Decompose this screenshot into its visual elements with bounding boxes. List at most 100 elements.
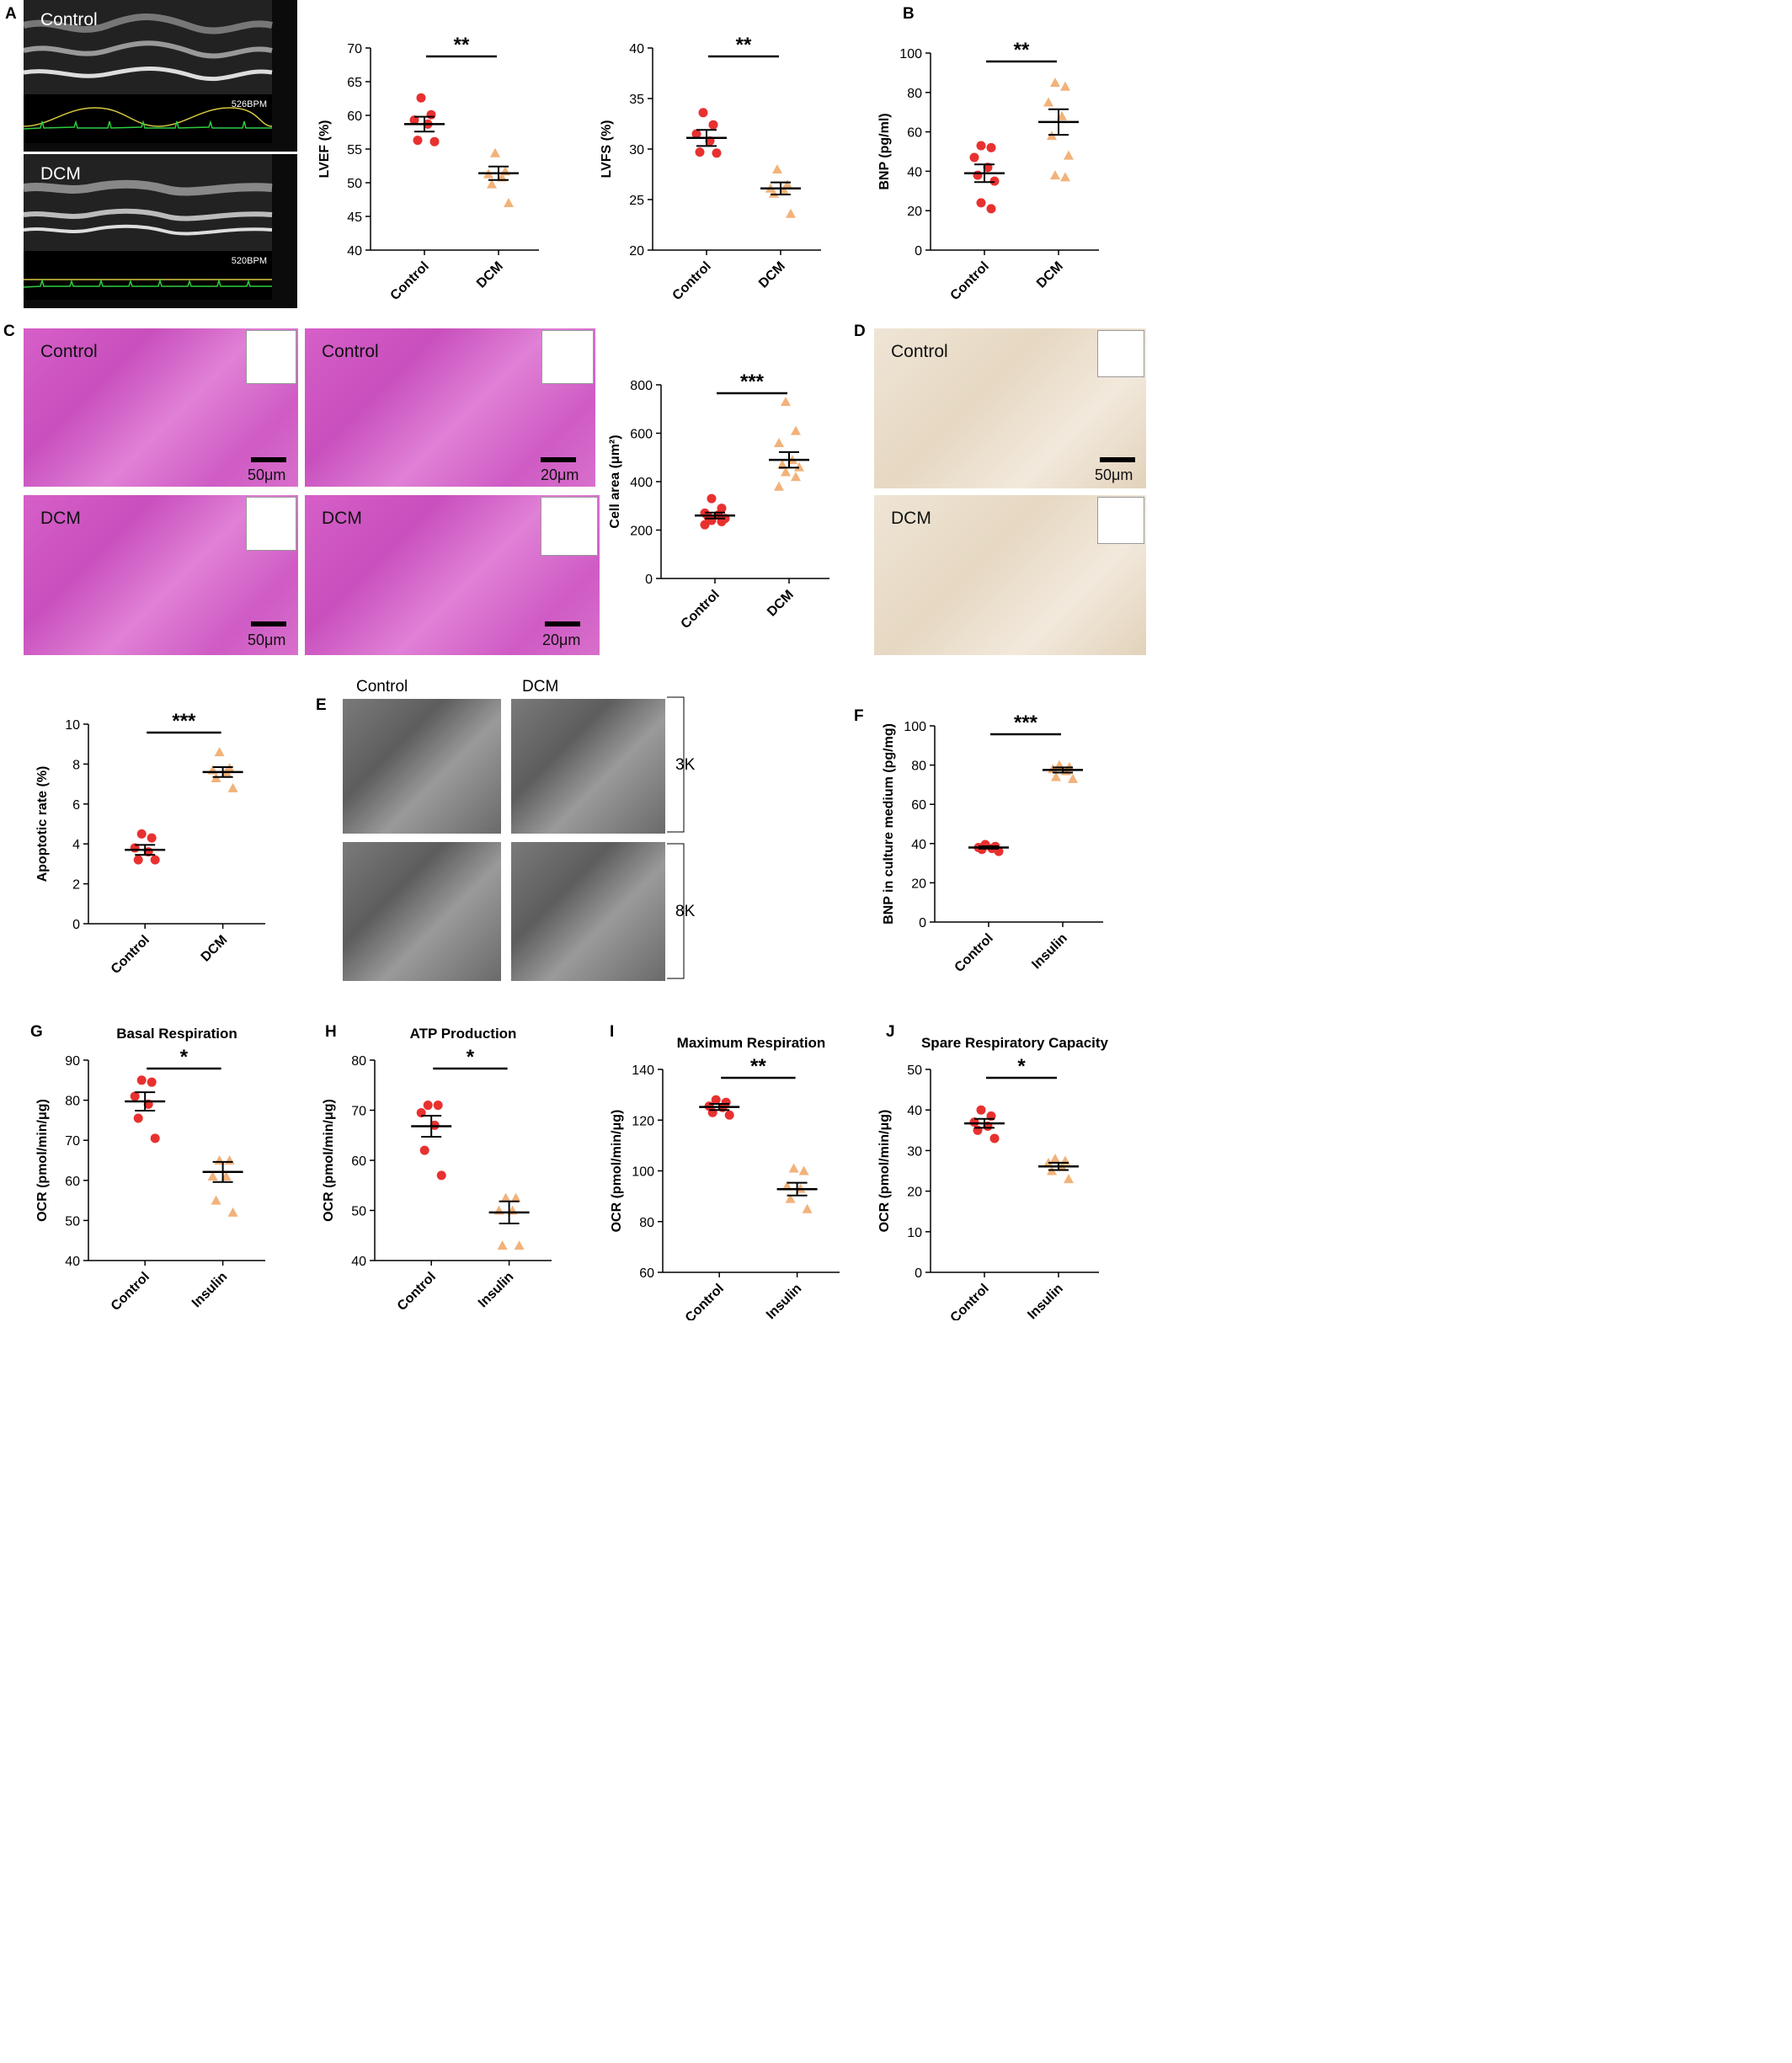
x-tick-label: Control xyxy=(395,1270,439,1314)
ihc-image-label: Control xyxy=(891,342,948,361)
echo-control-image: Control 526BPM xyxy=(24,0,297,152)
scale-bar xyxy=(251,457,286,462)
y-tick-label: 80 xyxy=(907,87,922,101)
chart-cell-area: 0 200 400 600 800 Cell area (μm²) Control DCM **… xyxy=(608,370,829,632)
x-tick-label: Insulin xyxy=(764,1282,804,1320)
y-tick-label: 70 xyxy=(65,1134,80,1149)
y-tick-label: 2 xyxy=(72,878,80,893)
significance-label: *** xyxy=(740,370,765,393)
x-tick-label: Control xyxy=(948,259,992,303)
data-point xyxy=(207,1171,218,1181)
tem-col-label-dcm: DCM xyxy=(522,678,559,696)
tem-row-label-3k: 3K xyxy=(675,756,696,774)
chart-maximum-respiration: Maximum Respiration 60 80 100 120 140 OCR (pmo… xyxy=(610,1035,840,1320)
data-point xyxy=(1064,150,1074,160)
tem-control-8k-image xyxy=(343,842,501,981)
y-axis-label: OCR (pmol/min/μg) xyxy=(35,1099,50,1222)
data-point xyxy=(490,147,500,157)
scale-bar xyxy=(251,621,286,626)
y-axis-label: OCR (pmol/min/μg) xyxy=(877,1110,892,1233)
y-tick-label: 120 xyxy=(632,1114,654,1128)
data-point xyxy=(1068,773,1078,783)
y-tick-label: 0 xyxy=(72,918,80,932)
data-point xyxy=(133,1113,143,1123)
he-image-label: DCM xyxy=(40,509,81,528)
y-tick-label: 100 xyxy=(632,1165,654,1180)
y-tick-label: 90 xyxy=(65,1054,80,1069)
chart-title: ATP Production xyxy=(410,1026,517,1042)
significance-label: ** xyxy=(736,34,752,56)
he-image-label: DCM xyxy=(322,509,362,528)
scale-bar xyxy=(545,621,580,626)
x-tick-label: Control xyxy=(109,1270,152,1314)
y-tick-label: 60 xyxy=(65,1175,80,1189)
y-axis-label: Apoptotic rate (%) xyxy=(35,766,50,882)
y-tick-label: 80 xyxy=(351,1054,366,1069)
y-tick-label: 0 xyxy=(915,1266,922,1281)
y-tick-label: 40 xyxy=(629,42,644,56)
y-tick-label: 20 xyxy=(907,205,922,219)
data-point xyxy=(774,481,784,491)
data-point xyxy=(514,1240,525,1250)
chart-bnp-culture: 0 20 40 60 80 100 BNP in culture medium (pg/mg… xyxy=(882,712,1103,975)
data-point xyxy=(147,833,157,843)
y-tick-label: 55 xyxy=(347,143,362,157)
chart-bnp: 0 20 40 60 80 100 BNP (pg/ml) Control DCM ** xyxy=(877,39,1099,303)
data-point xyxy=(436,1170,446,1181)
data-point xyxy=(791,425,801,435)
y-tick-label: 140 xyxy=(632,1063,654,1078)
x-tick-label: DCM xyxy=(1034,259,1066,291)
y-axis-label: OCR (pmol/min/μg) xyxy=(610,1110,624,1233)
scale-text: 20μm xyxy=(541,466,579,483)
data-point xyxy=(487,179,497,189)
significance-label: * xyxy=(467,1046,475,1069)
data-point xyxy=(130,1091,140,1101)
ihc-inset xyxy=(1097,330,1144,377)
panel-letter-a: A xyxy=(5,5,17,23)
data-point xyxy=(969,1117,979,1127)
data-point xyxy=(798,1165,809,1175)
panel-letter-e: E xyxy=(316,696,327,714)
data-point xyxy=(695,147,705,157)
y-axis-label: Cell area (μm²) xyxy=(608,434,622,528)
chart-spare-respiratory-capacity: Spare Respiratory Capacity 0 10 20 30 40 50 OCR… xyxy=(877,1035,1109,1320)
chart-basal-respiration: Basal Respiration 40 50 60 70 80 90 OCR (pmol/m… xyxy=(35,1026,265,1314)
data-point xyxy=(211,1195,221,1205)
y-tick-label: 60 xyxy=(907,126,922,141)
x-tick-label: Control xyxy=(679,588,723,632)
data-point xyxy=(136,829,147,839)
tem-brackets xyxy=(667,696,685,979)
y-tick-label: 80 xyxy=(911,760,926,774)
he-image-label: Control xyxy=(40,342,98,361)
data-point xyxy=(150,1133,160,1143)
x-tick-label: DCM xyxy=(756,259,788,291)
data-point xyxy=(510,1192,521,1202)
data-point xyxy=(497,1240,508,1250)
y-tick-label: 60 xyxy=(639,1266,654,1281)
y-axis-label: BNP in culture medium (pg/mg) xyxy=(882,723,896,925)
y-tick-label: 60 xyxy=(351,1154,366,1169)
data-point xyxy=(986,142,996,152)
y-tick-label: 800 xyxy=(630,379,653,393)
he-inset xyxy=(541,497,598,556)
data-point xyxy=(969,152,979,163)
echo-control-bpm: 526BPM xyxy=(231,99,267,109)
y-tick-label: 10 xyxy=(907,1226,922,1240)
y-tick-label: 50 xyxy=(347,177,362,191)
y-tick-label: 80 xyxy=(65,1095,80,1109)
he-dcm-high-image: DCM 20μm xyxy=(305,495,600,655)
he-image-label: Control xyxy=(322,342,379,361)
significance-label: ** xyxy=(454,34,470,56)
y-tick-label: 0 xyxy=(919,916,926,930)
y-tick-label: 40 xyxy=(911,838,926,852)
y-tick-label: 40 xyxy=(907,1104,922,1118)
data-point xyxy=(786,208,796,218)
data-point xyxy=(413,136,423,146)
y-tick-label: 30 xyxy=(907,1144,922,1159)
y-tick-label: 8 xyxy=(72,758,80,772)
scale-text: 50μm xyxy=(248,632,286,648)
ihc-image-label: DCM xyxy=(891,509,931,528)
data-point xyxy=(426,109,436,120)
y-tick-label: 80 xyxy=(639,1216,654,1230)
scale-bar xyxy=(541,457,576,462)
